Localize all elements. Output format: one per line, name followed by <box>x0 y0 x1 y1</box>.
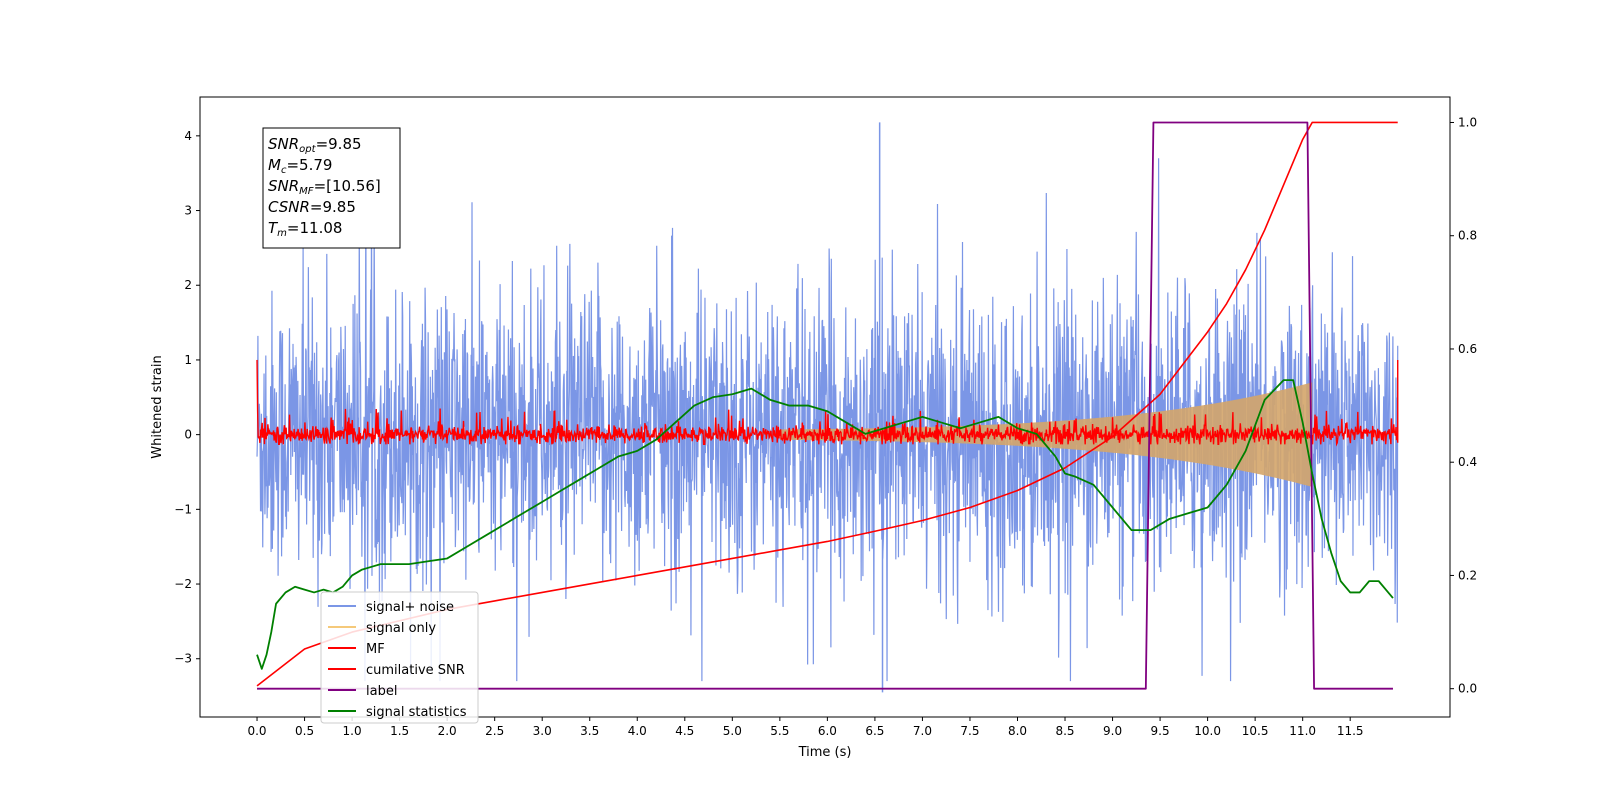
x-tick-label: 4.0 <box>628 724 647 738</box>
x-tick-label: 5.0 <box>723 724 742 738</box>
mf-line <box>256 359 1399 447</box>
y2-tick-label: 0.2 <box>1458 568 1477 582</box>
x-tick-label: 1.0 <box>343 724 362 738</box>
x-tick-label: 3.5 <box>580 724 599 738</box>
y2-tick-label: 0.8 <box>1458 229 1477 243</box>
x-tick-label: 8.0 <box>1008 724 1027 738</box>
y-tick-label: −3 <box>174 652 192 666</box>
x-tick-label: 0.0 <box>247 724 266 738</box>
label-line <box>257 121 1393 690</box>
x-tick-label: 0.5 <box>295 724 314 738</box>
x-axis-label: Time (s) <box>798 745 852 760</box>
plot-area <box>256 121 1399 693</box>
x-tick-label: 8.5 <box>1055 724 1074 738</box>
annotation-line: Tm=11.08 <box>268 219 342 239</box>
x-tick-label: 7.5 <box>960 724 979 738</box>
y-axis-right: 0.0 0.2 0.4 0.6 0.8 1.0 <box>1450 115 1477 696</box>
x-tick-label: 11.0 <box>1289 724 1316 738</box>
x-tick-label: 6.0 <box>818 724 837 738</box>
y-tick-label: 4 <box>184 129 192 143</box>
legend-label: signal only <box>366 621 436 636</box>
stats-annotation-box: SNRopt=9.85Mc=5.79SNRMF=[10.56]CSNR=9.85… <box>262 127 401 249</box>
x-tick-label: 6.5 <box>865 724 884 738</box>
series-label <box>257 121 1393 690</box>
legend-label: label <box>366 684 397 699</box>
legend-label: cumilative SNR <box>366 663 465 678</box>
plot-frame <box>199 96 1451 718</box>
x-tick-label: 2.0 <box>438 724 457 738</box>
legend-label: signal+ noise <box>366 600 454 615</box>
legend: signal+ noise signal only MF cumilative SNR… <box>320 591 479 724</box>
x-tick-label: 3.0 <box>533 724 552 738</box>
annotation-line: SNRMF=[10.56] <box>268 177 381 197</box>
y-axis-label: Whitened strain <box>150 355 165 458</box>
y2-tick-label: 1.0 <box>1458 115 1477 129</box>
y2-tick-label: 0.0 <box>1458 682 1477 696</box>
y-tick-label: −2 <box>174 577 192 591</box>
y-tick-label: 2 <box>184 278 192 292</box>
legend-label: MF <box>366 642 385 657</box>
cumilative-snr-line <box>256 121 1398 687</box>
x-tick-label: 7.0 <box>913 724 932 738</box>
legend-frame <box>320 591 479 724</box>
x-axis: 0.0 0.5 1.0 1.5 2.0 2.5 3.0 3.5 4.0 4.5 5.0 5.5 6.0 6… <box>247 717 1364 738</box>
x-tick-label: 9.5 <box>1151 724 1170 738</box>
x-tick-label: 9.0 <box>1103 724 1122 738</box>
x-tick-label: 4.5 <box>675 724 694 738</box>
x-tick-label: 11.5 <box>1337 724 1364 738</box>
x-tick-label: 10.0 <box>1194 724 1221 738</box>
y2-tick-label: 0.4 <box>1458 455 1477 469</box>
x-tick-label: 2.5 <box>485 724 504 738</box>
annotation-frame <box>262 127 401 249</box>
y-tick-label: −1 <box>174 502 192 516</box>
y-tick-label: 0 <box>184 428 192 442</box>
annotation-line: SNRopt=9.85 <box>268 135 362 155</box>
y-tick-label: 1 <box>184 353 192 367</box>
signal-statistics-line <box>256 379 1394 670</box>
x-tick-label: 10.5 <box>1242 724 1269 738</box>
y-axis-left: −3 −2 −1 0 1 2 3 4 <box>174 129 200 666</box>
series-signal-statistics <box>256 379 1394 670</box>
y2-tick-label: 0.6 <box>1458 342 1477 356</box>
annotation-line: Mc=5.79 <box>268 156 332 176</box>
series-mf <box>256 359 1399 447</box>
annotation-line: CSNR=9.85 <box>268 198 356 216</box>
x-tick-label: 1.5 <box>390 724 409 738</box>
series-cumilative-snr <box>256 121 1398 687</box>
x-tick-label: 5.5 <box>770 724 789 738</box>
y-tick-label: 3 <box>184 204 192 218</box>
legend-label: signal statistics <box>366 705 467 720</box>
